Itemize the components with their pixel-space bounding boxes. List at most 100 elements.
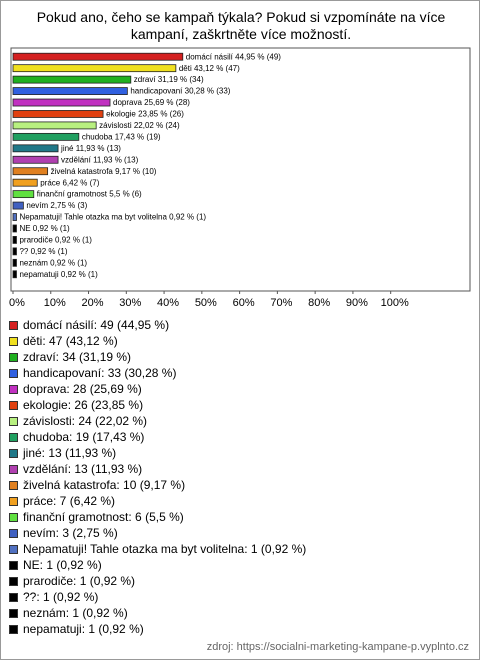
bar bbox=[12, 270, 17, 279]
bar bbox=[12, 190, 35, 199]
legend-swatch bbox=[9, 368, 18, 378]
legend-label: děti: 47 (43,12 %) bbox=[23, 334, 118, 348]
x-tick-label: 10% bbox=[44, 297, 66, 309]
bar bbox=[12, 144, 59, 153]
legend-swatch bbox=[9, 448, 18, 458]
legend-label: jiné: 13 (11,93 %) bbox=[23, 446, 117, 460]
data-label: handicapovaní 30,28 % (33) bbox=[130, 87, 230, 96]
bar bbox=[12, 98, 111, 107]
chart: 0% 10% 20% 30% 40% 50% 60% 70% 80% 90% 100% domácí … bbox=[9, 47, 471, 309]
bar bbox=[12, 87, 128, 95]
legend-item: práce: 7 (6,42 %) bbox=[9, 493, 306, 509]
legend: domácí násilí: 49 (44,95 %) děti: 47 (43,… bbox=[9, 317, 306, 637]
source: zdroj: https://socialni-marketing-kampan… bbox=[206, 641, 469, 653]
legend-item: domácí násilí: 49 (44,95 %) bbox=[9, 317, 306, 333]
data-label: Nepamatuji! Tahle otazka ma byt voliteln… bbox=[19, 213, 206, 222]
legend-swatch bbox=[9, 400, 18, 410]
data-label: zdraví 31,19 % (34) bbox=[134, 75, 204, 84]
legend-item: prarodiče: 1 (0,92 %) bbox=[9, 573, 306, 589]
legend-item: chudoba: 19 (17,43 %) bbox=[9, 429, 306, 445]
legend-label: ??: 1 (0,92 %) bbox=[23, 590, 99, 604]
x-tick-label: 30% bbox=[119, 297, 141, 309]
legend-item: zdraví: 34 (31,19 %) bbox=[9, 349, 306, 365]
x-tick-label: 90% bbox=[346, 297, 368, 309]
data-label: NE 0,92 % (1) bbox=[19, 224, 70, 233]
data-label: závislosti 22,02 % (24) bbox=[99, 121, 180, 130]
data-label: chudoba 17,43 % (19) bbox=[82, 132, 161, 141]
legend-item: živelná katastrofa: 10 (9,17 %) bbox=[9, 477, 306, 493]
legend-swatch bbox=[9, 560, 18, 570]
bar bbox=[12, 236, 17, 244]
data-label: ?? 0,92 % (1) bbox=[19, 247, 67, 256]
legend-item: NE: 1 (0,92 %) bbox=[9, 557, 306, 573]
x-tick-label: 60% bbox=[233, 297, 255, 309]
legend-swatch bbox=[9, 320, 18, 330]
bar bbox=[12, 178, 38, 187]
legend-label: chudoba: 19 (17,43 %) bbox=[23, 430, 145, 444]
data-label: jiné 11,93 % (13) bbox=[60, 144, 121, 153]
bar bbox=[12, 64, 177, 73]
legend-swatch bbox=[9, 352, 18, 362]
data-label: neznám 0,92 % (1) bbox=[19, 258, 87, 267]
legend-label: Nepamatuji! Tahle otazka ma byt voliteln… bbox=[23, 542, 307, 556]
legend-item: ??: 1 (0,92 %) bbox=[9, 589, 306, 605]
bar bbox=[12, 167, 49, 176]
legend-label: handicapovaní: 33 (30,28 %) bbox=[23, 366, 177, 380]
bar bbox=[12, 110, 104, 118]
legend-label: vzdělání: 13 (11,93 %) bbox=[23, 462, 143, 476]
data-label: práce 6,42 % (7) bbox=[40, 178, 99, 187]
legend-label: neznám: 1 (0,92 %) bbox=[23, 606, 128, 620]
bar bbox=[12, 155, 59, 164]
data-label: prarodiče 0,92 % (1) bbox=[19, 236, 92, 245]
data-label: nepamatuji 0,92 % (1) bbox=[19, 270, 98, 279]
data-label: finanční gramotnost 5,5 % (6) bbox=[37, 190, 142, 199]
bar bbox=[12, 247, 17, 256]
bar bbox=[12, 258, 17, 267]
bar bbox=[12, 75, 132, 84]
data-label: domácí násilí 44,95 % (49) bbox=[186, 52, 281, 61]
chart-title: Pokud ano, čeho se kampaň týkala? Pokud … bbox=[36, 9, 446, 42]
x-tick-label: 70% bbox=[270, 297, 292, 309]
data-label: doprava 25,69 % (28) bbox=[113, 98, 190, 107]
legend-item: závislosti: 24 (22,02 %) bbox=[9, 413, 306, 429]
legend-swatch bbox=[9, 336, 18, 346]
legend-swatch bbox=[9, 576, 18, 586]
legend-label: živelná katastrofa: 10 (9,17 %) bbox=[23, 478, 186, 492]
legend-swatch bbox=[9, 528, 18, 538]
legend-item: nevím: 3 (2,75 %) bbox=[9, 525, 306, 541]
legend-label: ekologie: 26 (23,85 %) bbox=[23, 398, 144, 412]
legend-label: práce: 7 (6,42 %) bbox=[23, 494, 116, 508]
legend-swatch bbox=[9, 592, 18, 602]
x-tick-label: 50% bbox=[195, 297, 217, 309]
data-label: živelná katastrofa 9,17 % (10) bbox=[51, 167, 157, 176]
legend-swatch bbox=[9, 608, 18, 618]
legend-item: handicapovaní: 33 (30,28 %) bbox=[9, 365, 306, 381]
x-tick-label: 20% bbox=[82, 297, 104, 309]
x-tick-label: 0% bbox=[9, 297, 25, 309]
bar bbox=[12, 132, 80, 141]
legend-label: NE: 1 (0,92 %) bbox=[23, 558, 102, 572]
legend-label: zdraví: 34 (31,19 %) bbox=[23, 350, 132, 364]
legend-label: závislosti: 24 (22,02 %) bbox=[23, 414, 148, 428]
legend-swatch bbox=[9, 432, 18, 442]
x-tick-label: 40% bbox=[157, 297, 179, 309]
legend-label: domácí násilí: 49 (44,95 %) bbox=[23, 318, 170, 332]
data-label: děti 43,12 % (47) bbox=[179, 64, 240, 73]
legend-item: nepamatuji: 1 (0,92 %) bbox=[9, 621, 306, 637]
legend-item: děti: 47 (43,12 %) bbox=[9, 333, 306, 349]
legend-swatch bbox=[9, 384, 18, 394]
legend-item: doprava: 28 (25,69 %) bbox=[9, 381, 306, 397]
x-tick-label: 80% bbox=[308, 297, 330, 309]
legend-item: Nepamatuji! Tahle otazka ma byt voliteln… bbox=[9, 541, 306, 557]
data-label: nevím 2,75 % (3) bbox=[26, 201, 87, 210]
bar bbox=[12, 213, 17, 221]
legend-label: prarodiče: 1 (0,92 %) bbox=[23, 574, 136, 588]
bar bbox=[12, 121, 97, 130]
legend-item: vzdělání: 13 (11,93 %) bbox=[9, 461, 306, 477]
bar bbox=[12, 52, 184, 61]
legend-label: nepamatuji: 1 (0,92 %) bbox=[23, 622, 144, 636]
legend-label: nevím: 3 (2,75 %) bbox=[23, 526, 118, 540]
legend-label: doprava: 28 (25,69 %) bbox=[23, 382, 142, 396]
data-label: ekologie 23,85 % (26) bbox=[106, 110, 184, 119]
